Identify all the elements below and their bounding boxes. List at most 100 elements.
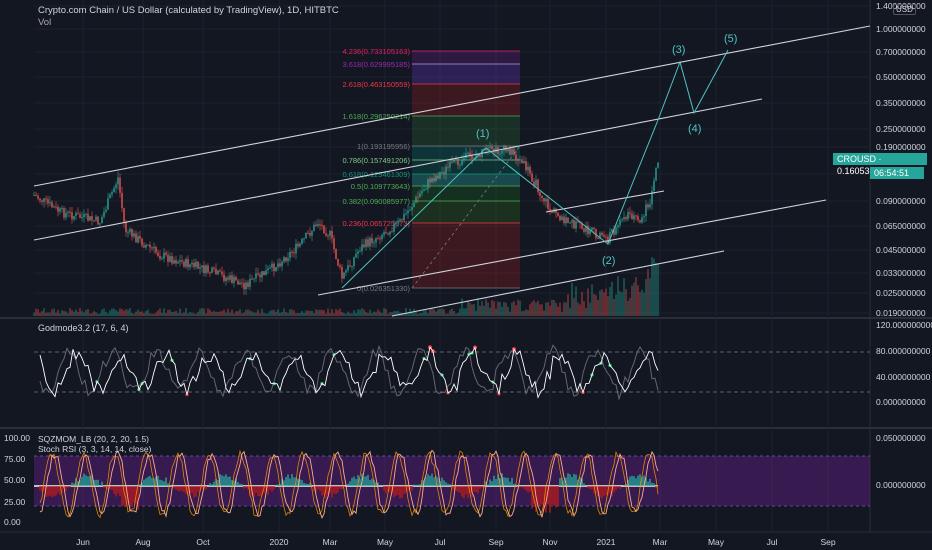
countdown-tag: 06:54:51 (870, 167, 924, 179)
volume-bar (517, 299, 519, 316)
sqzmom-histogram-bar (237, 482, 239, 486)
sqzmom-histogram-bar (549, 486, 551, 513)
volume-bar (587, 288, 589, 316)
candle-body (583, 228, 585, 232)
stoch-rsi-k-line (39, 449, 659, 519)
volume-bar (43, 308, 45, 316)
candle-body (647, 204, 649, 208)
fib-level-label: 0.786(0.157491206) (342, 156, 410, 165)
candle-body (169, 256, 171, 262)
candle-body (649, 204, 651, 208)
candle-body (187, 258, 189, 268)
sqzmom-histogram-bar (317, 486, 319, 490)
candle-body (419, 193, 421, 197)
candle-body (611, 229, 613, 232)
candle-body (37, 195, 39, 199)
candle-body (73, 216, 75, 220)
sqzmom-histogram-bar (191, 486, 193, 494)
currency-badge[interactable]: USD (893, 4, 916, 15)
volume-bar (309, 310, 311, 316)
volume-bar (585, 307, 587, 316)
volume-bar (495, 308, 497, 316)
candle-body (121, 192, 123, 209)
candle-body (235, 276, 237, 281)
sqzmom-histogram-bar (497, 474, 499, 486)
sqzmom-histogram-bar (441, 477, 443, 486)
volume-bar (231, 309, 233, 316)
volume-bar (583, 301, 585, 316)
candle-body (211, 267, 213, 273)
sqzmom-histogram-bar (107, 486, 109, 490)
candle-body (179, 260, 181, 262)
candle-body (421, 190, 423, 194)
volume-bar (73, 311, 75, 316)
volume-bar (305, 310, 307, 316)
sqzmom-histogram-bar (493, 475, 495, 486)
candle-body (651, 191, 653, 205)
sqzmom-histogram-bar (425, 477, 427, 486)
sqzmom-histogram-bar (147, 476, 149, 486)
volume-bar (611, 281, 613, 316)
volume-bar (547, 301, 549, 316)
volume-bar (359, 309, 361, 316)
stoch-rsi-d-line (39, 449, 659, 519)
candle-body (545, 198, 547, 202)
godmode-axis-label: 0.000000000 (876, 397, 926, 407)
volume-bar (631, 285, 633, 316)
volume-bar (125, 309, 127, 316)
volume-bar (185, 308, 187, 316)
sqzmom-histogram-bar (123, 486, 125, 506)
candle-body (387, 233, 389, 235)
sqzmom-histogram-bar (277, 484, 279, 486)
candle-body (177, 261, 179, 264)
volume-bar (283, 308, 285, 316)
volume-bar (549, 305, 551, 316)
volume-bar (151, 313, 153, 316)
candle-body (299, 243, 301, 247)
candle-body (375, 238, 377, 243)
sqzmom-histogram-bar (617, 486, 619, 488)
sqzmom-histogram-bar (519, 486, 521, 488)
volume-bar (543, 310, 545, 316)
sqzmom-histogram-bar (241, 484, 243, 486)
sqzmom-histogram-bar (649, 478, 651, 486)
sqzmom-histogram-bar (443, 480, 445, 486)
sqzmom-histogram-bar (399, 486, 401, 499)
candle-body (347, 265, 349, 271)
godmode-axis-label: 40.000000000 (876, 372, 931, 382)
volume-bar (261, 308, 263, 316)
volume-bar (407, 313, 409, 316)
candle-body (35, 194, 37, 196)
volume-bar (147, 309, 149, 316)
sqzmom-histogram-bar (155, 476, 157, 486)
sqzmom-histogram-bar (547, 486, 549, 505)
candle-body (523, 161, 525, 164)
volume-bar (429, 308, 431, 316)
candle-body (619, 219, 621, 226)
sqzmom-histogram-bar (595, 486, 597, 494)
sqzmom-histogram-bar (99, 485, 101, 486)
candle-body (213, 267, 215, 269)
sqzmom-histogram-bar (489, 479, 491, 486)
volume-bar (97, 313, 99, 316)
sqzmom-histogram-bar (415, 484, 417, 486)
sqzmom-histogram-bar (657, 486, 659, 487)
volume-bar (291, 309, 293, 316)
sqzmom-histogram-bar (115, 486, 117, 497)
sqzmom-histogram-bar (285, 477, 287, 486)
sqzmom-histogram-bar (505, 477, 507, 486)
fib-level-label: 0(0.026351330) (357, 284, 410, 293)
volume-bar (123, 310, 125, 316)
trend-channel-lines[interactable] (33, 25, 871, 317)
candle-body (293, 252, 295, 254)
sqzmom-histogram-bar (473, 486, 475, 492)
elliott-wave-path[interactable] (341, 49, 729, 289)
volume-bar (619, 291, 621, 316)
candle-body (573, 220, 575, 229)
candle-body (51, 202, 53, 208)
volume-bar (423, 310, 425, 316)
volume-bar (221, 310, 223, 316)
candle-body (327, 235, 329, 237)
price-tick-label: 0.090000000 (876, 196, 926, 206)
